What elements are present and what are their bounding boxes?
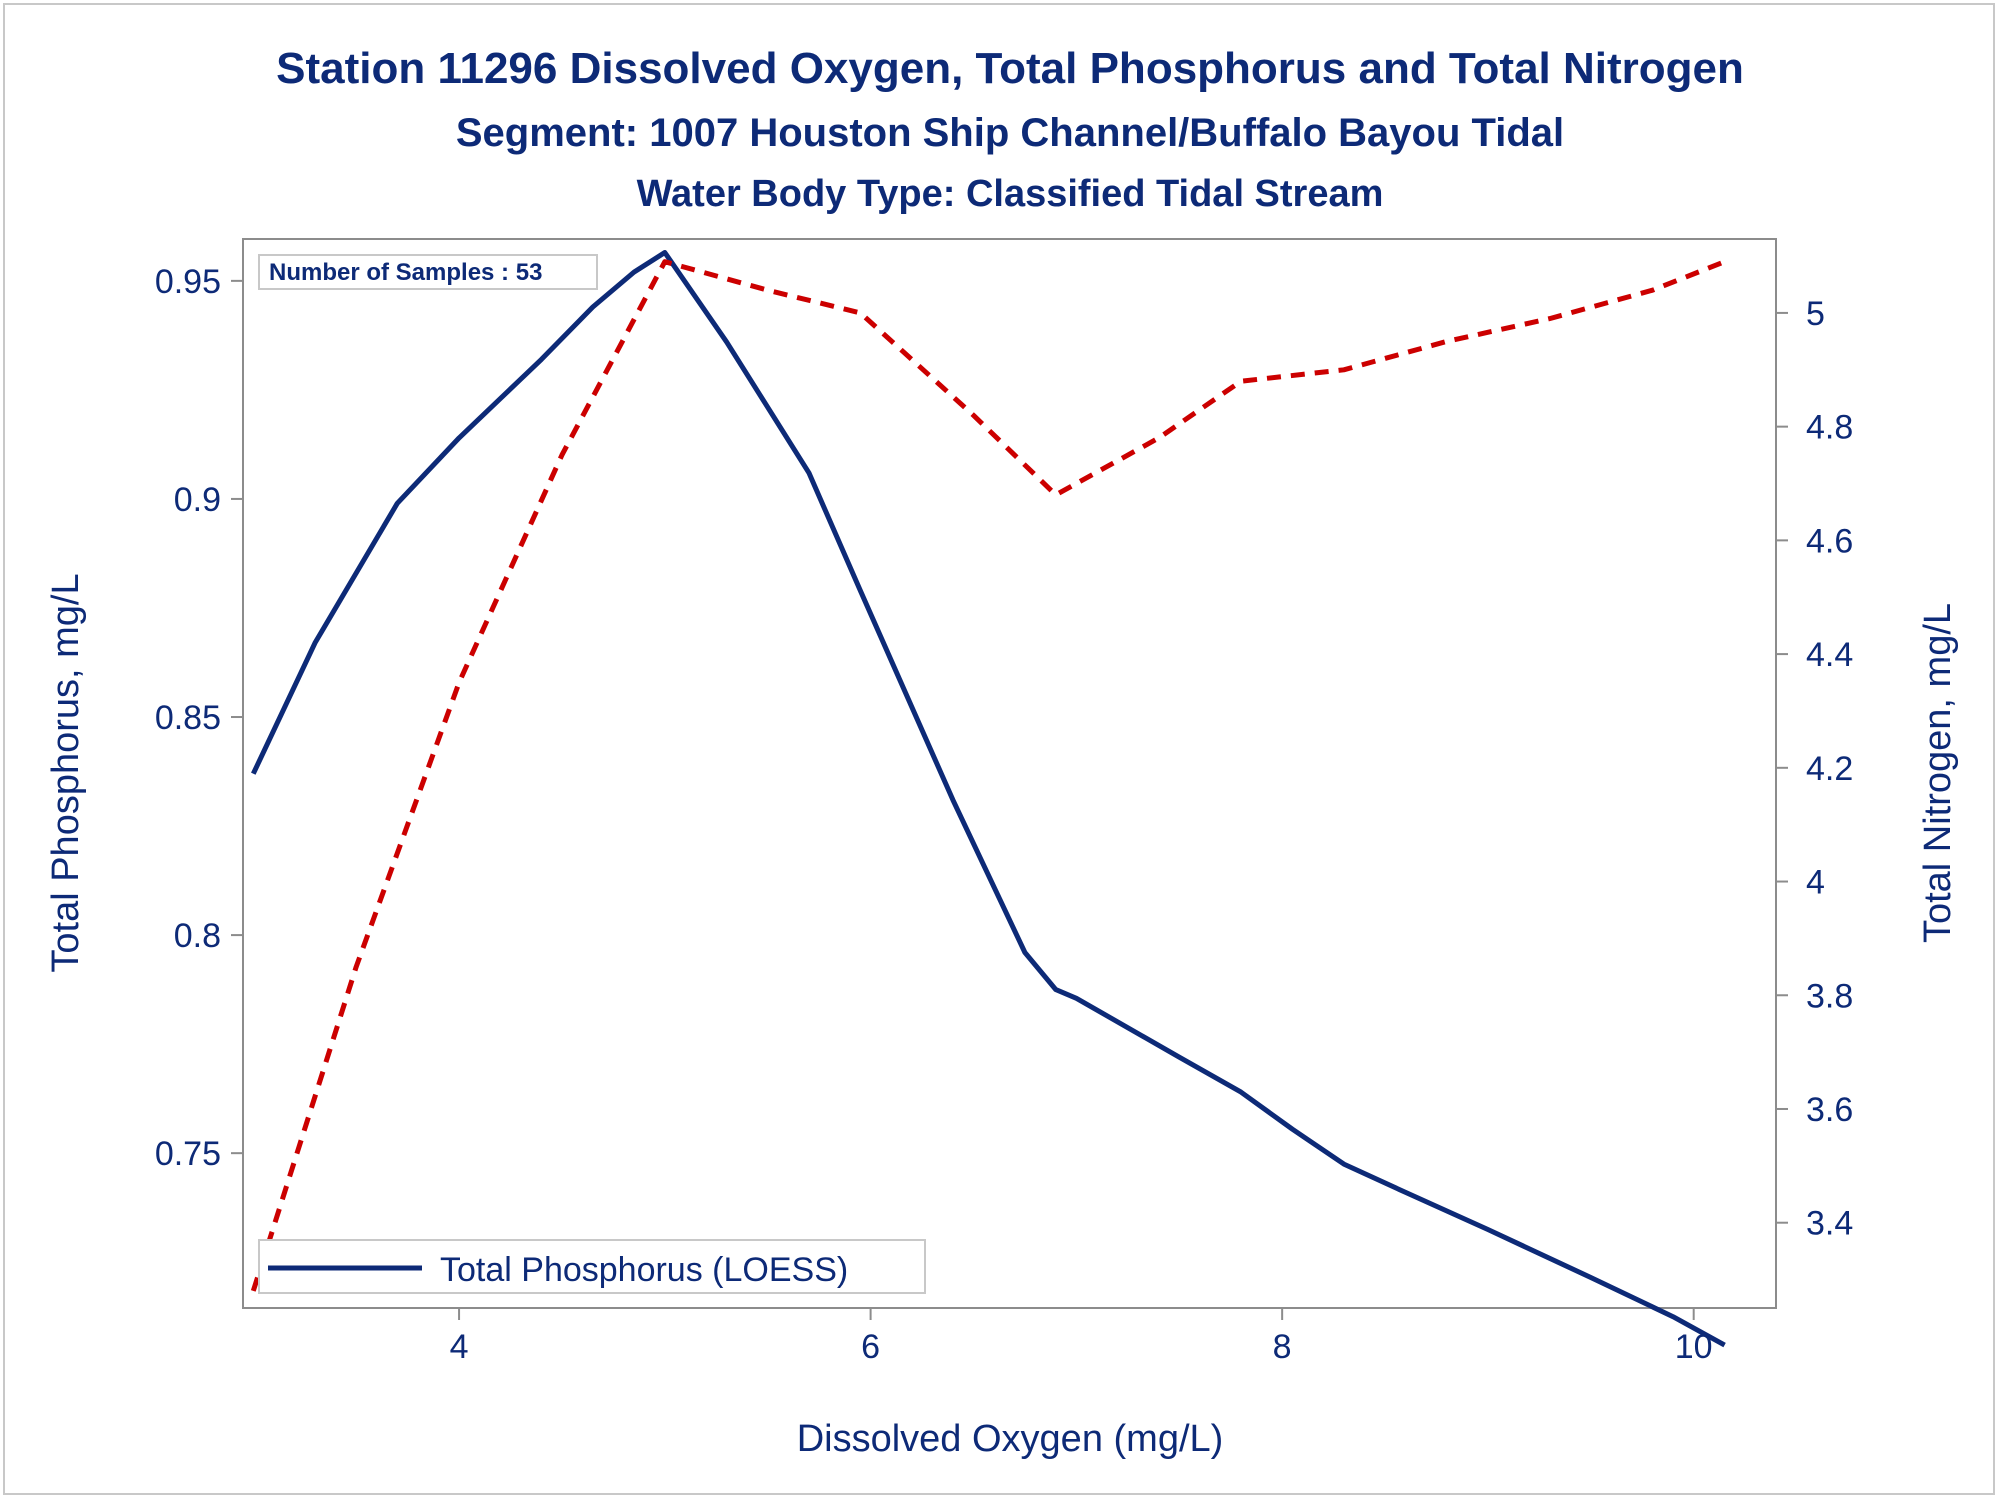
y-axis-right-label: Total Nitrogen, mg/L xyxy=(1917,603,1959,943)
y2-tick-label: 5 xyxy=(1806,295,1825,333)
y-tick-label: 0.85 xyxy=(155,699,221,737)
x-tick-label: 4 xyxy=(450,1328,469,1366)
y-tick-label: 0.8 xyxy=(174,917,221,955)
y-tick-label: 0.75 xyxy=(155,1135,221,1173)
y2-tick-label: 3.8 xyxy=(1806,977,1853,1015)
samples-inset-box xyxy=(258,254,598,290)
y2-tick-label: 4.4 xyxy=(1806,636,1853,674)
chart-subtitle-segment: Segment: 1007 Houston Ship Channel/Buffa… xyxy=(456,111,1564,155)
legend: Total Phosphorus (LOESS) xyxy=(258,1239,926,1294)
y2-tick-label: 4.6 xyxy=(1806,522,1853,560)
samples-inset: Number of Samples : 53 xyxy=(258,254,598,290)
y2-tick-label: 4 xyxy=(1806,864,1825,902)
y-axis-right: 3.4 3.6 3.8 4 4.2 4.4 4.6 4.8 5 xyxy=(1776,295,1853,1243)
series-line-total-nitrogen xyxy=(250,259,1726,1292)
series-line-total-phosphorus xyxy=(251,250,1726,1348)
samples-inset-text: Number of Samples : 53 xyxy=(269,259,542,286)
y2-tick-label: 3.6 xyxy=(1806,1091,1853,1129)
x-axis-label: Dissolved Oxygen (mg/L) xyxy=(797,1418,1224,1460)
plot-area xyxy=(242,238,1777,1309)
y2-tick-label: 3.4 xyxy=(1806,1205,1853,1243)
legend-label-total-phosphorus: Total Phosphorus (LOESS) xyxy=(440,1251,848,1289)
y2-tick-label: 4.8 xyxy=(1806,409,1853,447)
chart-subtitle-water-body: Water Body Type: Classified Tidal Stream xyxy=(637,173,1384,215)
y-axis-left: 0.75 0.8 0.85 0.9 0.95 xyxy=(155,263,243,1173)
y-tick-label: 0.9 xyxy=(174,481,221,519)
y-tick-label: 0.95 xyxy=(155,263,221,301)
y-axis-left-label: Total Phosphorus, mg/L xyxy=(45,573,87,972)
series-layer xyxy=(250,250,1726,1348)
chart-title: Station 11296 Dissolved Oxygen, Total Ph… xyxy=(276,44,1744,93)
y2-tick-label: 4.2 xyxy=(1806,750,1853,788)
x-tick-label: 8 xyxy=(1273,1328,1292,1366)
x-tick-label: 6 xyxy=(861,1328,880,1366)
x-axis: 4 6 8 10 xyxy=(450,1308,1713,1366)
